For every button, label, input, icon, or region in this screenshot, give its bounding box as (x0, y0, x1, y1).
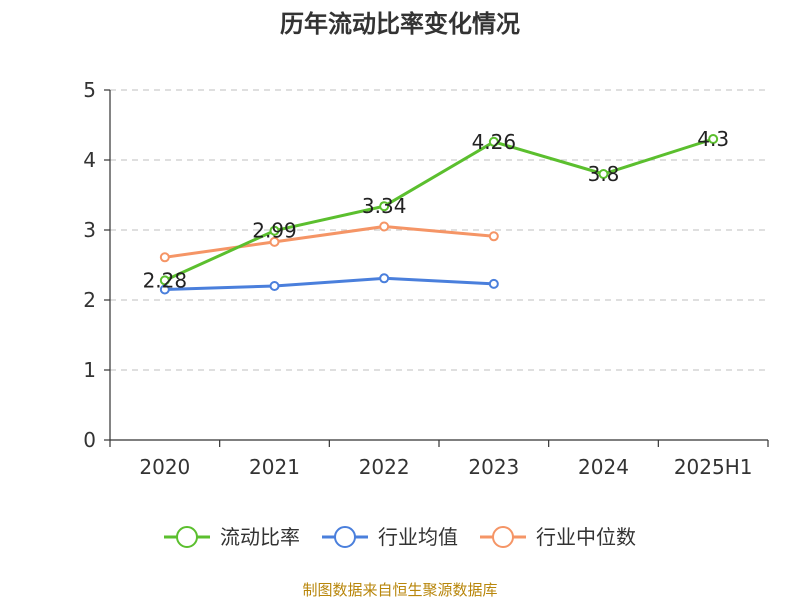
data-label: 2.99 (252, 219, 297, 243)
data-point (269, 225, 280, 236)
data-point (488, 136, 499, 147)
legend-marker (334, 526, 356, 548)
data-point (708, 134, 719, 144)
data-point (159, 252, 170, 263)
series-lines (159, 134, 719, 295)
data-label: 2.28 (143, 268, 188, 292)
x-tick-label: 2023 (468, 455, 519, 479)
x-tick-label: 2021 (249, 455, 300, 479)
data-point (159, 275, 170, 286)
data-point (488, 231, 499, 242)
data-point (269, 236, 280, 247)
legend-label: 行业中位数 (536, 525, 636, 549)
y-tick-label: 5 (83, 78, 96, 102)
y-tick-label: 2 (83, 288, 96, 312)
data-point (379, 273, 390, 284)
x-tick-label: 2024 (578, 455, 629, 479)
data-point (488, 278, 499, 289)
data-label: 3.34 (362, 194, 407, 218)
legend-marker (176, 526, 198, 548)
data-point (598, 169, 609, 179)
y-tick-label: 1 (83, 358, 96, 382)
data-point (269, 281, 280, 291)
y-tick-label: 3 (83, 218, 96, 242)
legend-marker (492, 526, 514, 548)
data-point (379, 221, 390, 232)
legend-label: 行业均值 (378, 525, 458, 549)
chart-title: 历年流动比率变化情况 (280, 10, 520, 38)
data-point (159, 284, 170, 295)
data-label: 4.26 (472, 130, 517, 154)
x-tick-label: 2022 (359, 455, 410, 479)
data-labels: 2.28 2.99 3.34 4.26 3.8 4.3 (143, 127, 730, 292)
y-tick-label: 0 (83, 428, 96, 452)
legend-label: 流动比率 (220, 525, 300, 549)
y-tick-label: 4 (83, 148, 96, 172)
x-tick-label: 2025H1 (674, 455, 753, 479)
x-tick-label: 2020 (139, 455, 190, 479)
legend-item[interactable]: 流动比率 (164, 525, 300, 549)
legend: 流动比率 行业均值 行业中位数 (164, 525, 636, 549)
series-line (164, 137, 714, 282)
legend-item[interactable]: 行业中位数 (480, 525, 636, 549)
axes: 0 1 2 3 4 5 2020 2021 2022 2023 2024 2025H1 (83, 78, 769, 479)
legend-item[interactable]: 行业均值 (322, 525, 458, 549)
series-line (164, 276, 494, 291)
series-line (164, 225, 494, 259)
source-note: 制图数据来自恒生聚源数据库 (302, 581, 497, 599)
data-label: 4.3 (697, 127, 729, 151)
data-point (379, 201, 390, 212)
data-label: 3.8 (588, 162, 620, 186)
